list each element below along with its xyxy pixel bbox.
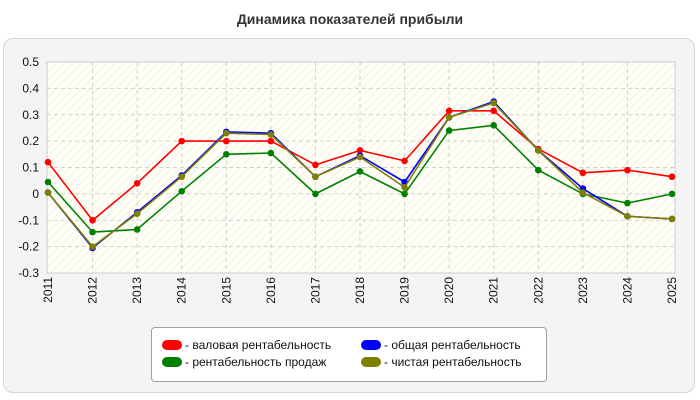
data-point — [44, 178, 52, 186]
legend: - валовая рентабельность - общая рентабе… — [151, 327, 547, 382]
legend-item-gross[interactable]: - валовая рентабельность — [162, 337, 331, 353]
data-point — [312, 161, 319, 169]
legend-swatch-total — [361, 340, 381, 350]
data-point — [401, 157, 408, 165]
data-point — [133, 226, 141, 233]
data-point — [490, 107, 498, 115]
x-tick-label: 2020 — [442, 277, 456, 304]
legend-swatch-net — [361, 357, 381, 367]
series-0 — [44, 107, 676, 224]
data-point — [222, 137, 230, 145]
data-point — [668, 173, 676, 181]
y-tick-label: 0.3 — [22, 108, 39, 122]
data-point — [89, 243, 96, 250]
x-tick-label: 2017 — [308, 277, 322, 304]
x-tick-label: 2024 — [620, 277, 634, 304]
x-tick-label: 2018 — [353, 277, 367, 304]
data-point — [89, 216, 96, 224]
data-point — [624, 199, 631, 207]
x-tick-label: 2016 — [264, 277, 278, 304]
data-point — [222, 129, 230, 137]
legend-item-total[interactable]: - общая рентабельность — [361, 337, 521, 353]
x-tick-label: 2013 — [130, 277, 144, 304]
data-point — [668, 215, 676, 223]
y-tick-label: -0.3 — [18, 266, 39, 280]
data-point — [356, 168, 364, 175]
y-tick-label: 0.5 — [22, 55, 39, 69]
legend-label-gross: - валовая рентабельность — [185, 338, 332, 352]
legend-label-total: - общая рентабельность — [384, 338, 521, 352]
data-point — [356, 153, 364, 161]
data-point — [267, 149, 275, 157]
legend-item-net[interactable]: - чистая рентабельность — [361, 354, 521, 370]
x-tick-label: 2023 — [576, 277, 590, 304]
data-point — [445, 127, 453, 134]
data-point — [579, 169, 587, 177]
y-tick-label: -0.2 — [18, 240, 39, 254]
x-tick-label: 2014 — [175, 277, 189, 304]
data-point — [89, 228, 96, 236]
data-point — [534, 147, 542, 154]
data-point — [178, 137, 186, 145]
data-point — [44, 189, 52, 196]
data-point — [445, 107, 453, 115]
data-point — [401, 190, 408, 198]
data-point — [312, 190, 319, 198]
data-point — [178, 173, 186, 181]
x-axis-ticks: 2011 2012 2013 2014 2015 2016 2017 2018 2019 2020… — [41, 277, 679, 304]
data-point — [624, 166, 631, 174]
data-point — [133, 180, 141, 187]
legend-item-sales[interactable]: - рентабельность продаж — [162, 354, 326, 370]
x-tick-label: 2015 — [219, 277, 233, 304]
series-lines — [44, 98, 676, 252]
y-tick-label: 0 — [32, 187, 39, 201]
data-point — [490, 122, 498, 129]
data-point — [222, 151, 230, 158]
data-point — [445, 114, 453, 121]
data-point — [490, 99, 498, 107]
x-tick-label: 2021 — [487, 277, 501, 304]
data-point — [44, 158, 52, 166]
data-point — [401, 183, 408, 191]
legend-label-sales: - рентабельность продаж — [185, 355, 327, 369]
data-point — [534, 166, 542, 174]
data-point — [267, 131, 275, 138]
series-3 — [44, 99, 676, 250]
legend-label-net: - чистая рентабельность — [384, 355, 522, 369]
legend-swatch-gross — [162, 340, 182, 350]
x-tick-label: 2019 — [398, 277, 412, 304]
y-tick-label: 0.2 — [22, 134, 39, 148]
data-point — [133, 210, 141, 217]
y-axis-ticks: 0.5 0.4 0.3 0.2 0.1 0 -0.1 -0.2 -0.3 — [18, 55, 39, 280]
data-point — [312, 173, 319, 181]
x-tick-label: 2011 — [41, 277, 55, 303]
y-tick-label: -0.1 — [18, 213, 39, 227]
x-tick-label: 2025 — [665, 277, 679, 304]
data-point — [668, 190, 676, 198]
data-point — [356, 147, 364, 154]
chart-title: Динамика показателей прибыли — [236, 11, 464, 27]
legend-swatch-sales — [162, 357, 182, 367]
data-point — [267, 137, 275, 145]
y-tick-label: 0.4 — [22, 81, 39, 95]
data-point — [579, 189, 587, 196]
y-tick-label: 0.1 — [22, 161, 39, 175]
data-point — [178, 187, 186, 195]
x-tick-label: 2012 — [86, 277, 100, 304]
x-tick-label: 2022 — [531, 277, 545, 304]
data-point — [624, 212, 631, 220]
plot-area — [46, 61, 676, 274]
